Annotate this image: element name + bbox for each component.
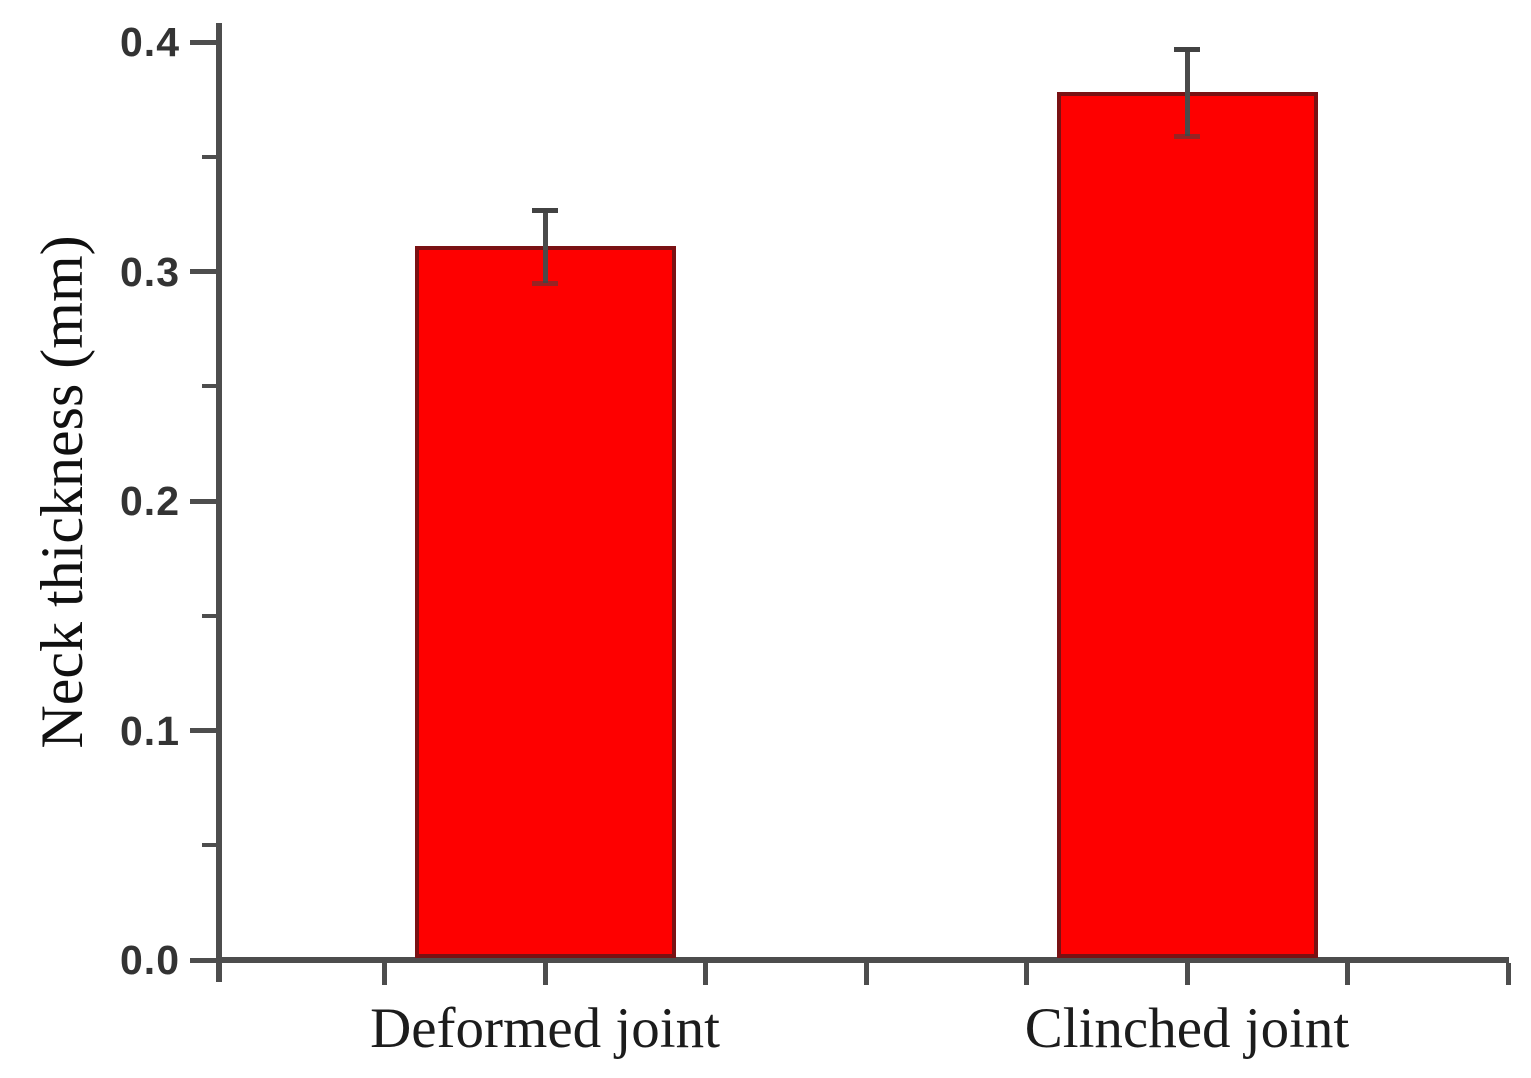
error-bar-line [542,209,548,283]
y-minor-tick [202,613,216,618]
y-tick-label: 0.3 [120,248,180,295]
category-label: Clinched joint [1024,997,1350,1060]
bar [414,246,676,958]
error-bar-cap-bottom [532,280,558,286]
error-bar-cap-bottom [1174,134,1200,140]
error-bar-cap-top [532,207,558,213]
y-minor-tick [202,843,216,848]
error-bar-cap-top [1174,46,1200,52]
x-tick [1024,963,1029,985]
y-axis-line [216,23,222,982]
y-tick-label: 0.1 [120,707,180,754]
x-tick [703,963,708,985]
y-tick [190,498,216,504]
y-tick [190,728,216,733]
y-tick-label: 0.4 [120,19,180,65]
y-tick-label: 0.0 [120,937,180,983]
bar [1056,92,1318,958]
x-tick [1505,963,1511,985]
x-tick [1184,963,1190,985]
error-bar-line [1184,48,1190,137]
x-tick [1345,963,1350,985]
y-tick [190,269,216,274]
x-tick [382,963,387,985]
category-label: Deformed joint [370,997,720,1060]
y-tick-label: 0.2 [120,478,180,524]
x-axis-line [216,957,1509,963]
y-minor-tick [202,384,216,389]
x-tick [542,963,548,985]
y-tick [190,957,216,963]
y-tick [190,39,216,45]
y-minor-tick [202,154,216,159]
x-tick [863,963,869,985]
